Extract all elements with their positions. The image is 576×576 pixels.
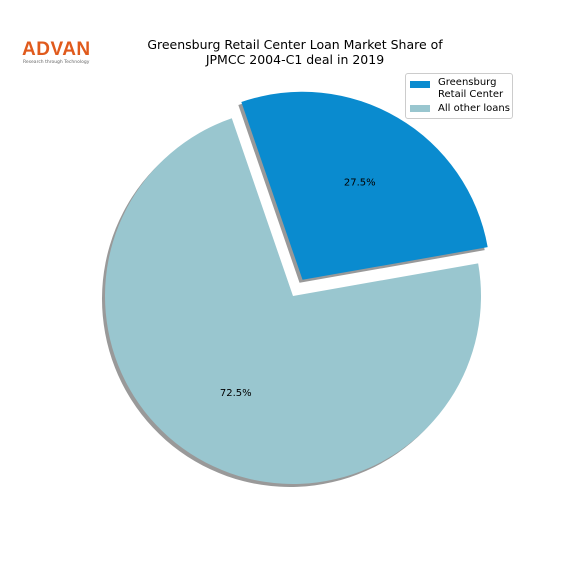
legend-swatch <box>410 81 430 88</box>
legend: Greensburg Retail Center All other loans <box>405 73 513 119</box>
value-label: 72.5% <box>220 388 252 399</box>
legend-swatch <box>410 105 430 112</box>
legend-label: Greensburg Retail Center <box>438 77 504 100</box>
wedge <box>104 118 481 485</box>
wedge <box>241 91 488 280</box>
logo: ADVAN <box>22 39 91 60</box>
value-label: 27.5% <box>344 178 376 189</box>
legend-label: All other loans <box>438 103 510 114</box>
logo-tagline: Research through Technology <box>23 60 90 65</box>
chart-title: Greensburg Retail Center Loan Market Sha… <box>147 37 443 67</box>
